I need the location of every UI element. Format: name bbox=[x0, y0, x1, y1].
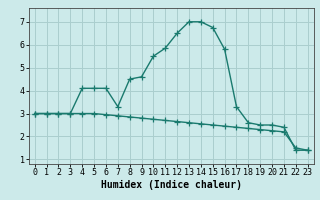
X-axis label: Humidex (Indice chaleur): Humidex (Indice chaleur) bbox=[101, 180, 242, 190]
